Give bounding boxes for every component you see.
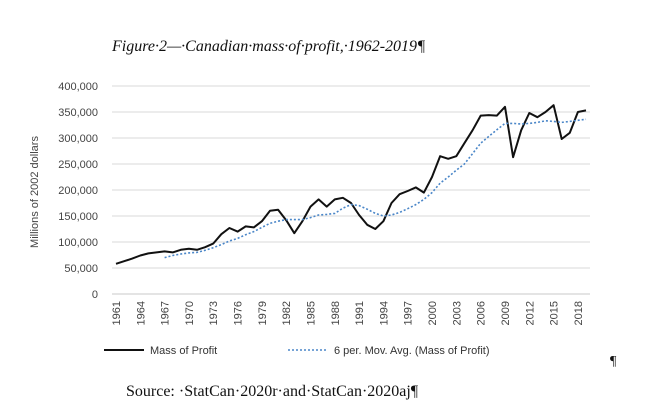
source-note: Source: ·StatCan·2020r·and·StatCan·2020a… <box>126 383 419 400</box>
x-tick-label: 2006 <box>476 301 488 325</box>
y-tick-label: 50,000 <box>64 263 98 275</box>
x-tick-label: 1994 <box>378 301 390 325</box>
series-lines <box>115 104 587 265</box>
x-tick-label: 2000 <box>427 301 439 325</box>
x-tick-label: 2018 <box>573 301 585 325</box>
x-tick-label: 1961 <box>111 301 123 325</box>
y-tick-label: 200,000 <box>58 185 98 197</box>
x-tick-label: 1973 <box>208 301 220 325</box>
y-tick-label: 100,000 <box>58 237 98 249</box>
y-tick-label: 400,000 <box>58 81 98 93</box>
x-tick-label: 1997 <box>403 301 415 325</box>
x-axis-tick-labels: 1961 1964 1967 1970 1973 1976 1979 1982 1985 1988… <box>111 301 585 325</box>
paragraph-mark: ¶ <box>610 354 617 369</box>
y-tick-label: 350,000 <box>58 107 98 119</box>
x-tick-label: 1982 <box>281 301 293 325</box>
y-tick-label: 150,000 <box>58 211 98 223</box>
x-tick-label: 1985 <box>305 301 317 325</box>
gridlines <box>112 85 590 269</box>
x-tick-label: 1991 <box>354 301 366 325</box>
y-tick-label: 250,000 <box>58 159 98 171</box>
x-tick-label: 2015 <box>549 301 561 325</box>
y-axis-tick-labels: 0 50,000 100,000 150,000 200,000 250,000 300,0… <box>58 81 98 301</box>
x-tick-label: 1967 <box>160 301 172 325</box>
x-tick-label: 2003 <box>451 301 463 325</box>
x-tick-label: 1988 <box>330 301 342 325</box>
x-tick-label: 2009 <box>500 301 512 325</box>
y-tick-label: 300,000 <box>58 133 98 145</box>
x-tick-label: 1964 <box>135 301 147 325</box>
x-tick-label: 1976 <box>233 301 245 325</box>
legend-label: 6 per. Mov. Avg. (Mass of Profit) <box>334 345 489 357</box>
figure-title: Figure·2—·Canadian·mass·of·profit,·1962-… <box>112 38 426 55</box>
y-axis-label: Millions of 2002 dollars <box>29 136 41 248</box>
x-tick-label: 1979 <box>257 301 269 325</box>
series-line-mass-of-profit <box>115 104 587 265</box>
legend-label: Mass of Profit <box>150 345 217 357</box>
series-line-moving-average <box>164 118 587 259</box>
legend: Mass of Profit 6 per. Mov. Avg. (Mass of … <box>104 345 489 357</box>
x-tick-label: 2012 <box>524 301 536 325</box>
x-tick-label: 1970 <box>184 301 196 325</box>
y-tick-label: 0 <box>92 289 98 301</box>
